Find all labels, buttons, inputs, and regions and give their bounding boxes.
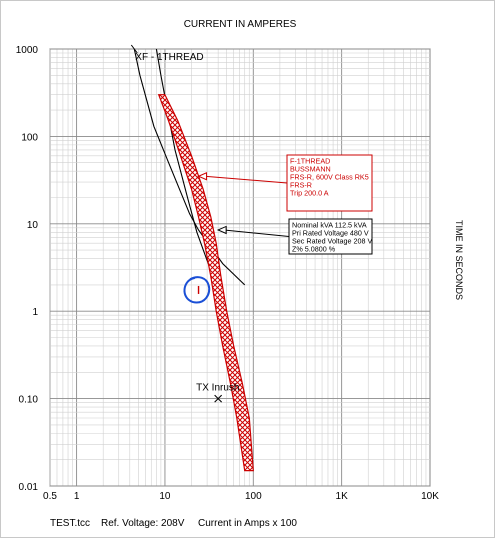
x-tick-label: 10 <box>159 491 171 502</box>
tx-inrush-label: TX Inrush <box>196 383 239 394</box>
fuse-info-box <box>286 154 373 212</box>
tick-labels: 0.5 1 10 100 1K 10K 1000 100 10 1 0.10 0.01 <box>16 45 439 502</box>
tx-inrush-marker <box>214 394 223 403</box>
markup-circle <box>183 276 211 304</box>
transformer-curve-label: XF - 1THREAD <box>135 52 203 63</box>
transformer-info-text: Nominal kVA 112.5 kVA <box>292 221 367 230</box>
x-tick-label: 1 <box>74 491 80 502</box>
transformer-label-marker <box>130 44 138 54</box>
footer-current-note: Current in Amps x 100 <box>198 518 297 529</box>
transformer-curve <box>155 48 217 286</box>
transformer-info-text: Z% 5.0800 % <box>292 245 336 254</box>
y-tick-label: 0.01 <box>19 482 39 493</box>
transformer-info-arrow <box>216 225 227 235</box>
x-tick-label: 100 <box>245 491 262 502</box>
y-tick-label: 1000 <box>16 45 39 56</box>
fuse-info-text: Trip 200.0 A <box>290 189 329 198</box>
transformer-info-text: Pri Rated Voltage 480 V <box>292 229 369 238</box>
fuse-info-arrow <box>197 171 208 181</box>
x-tick-label: 10K <box>421 491 439 502</box>
footer-ref-voltage: Ref. Voltage: 208V <box>101 518 185 529</box>
series: XF - 1THREAD TX Inrush <box>130 44 254 472</box>
chart-title: CURRENT IN AMPERES <box>184 19 297 30</box>
y-tick-label: 0.10 <box>19 395 39 406</box>
y-axis-label: TIME IN SECONDS <box>454 220 464 300</box>
footer-file: TEST.tcc <box>50 518 90 529</box>
transformer-info-text: Sec Rated Voltage 208 V <box>292 237 373 246</box>
fuse-info-text: F-1THREAD <box>290 157 330 166</box>
y-tick-label: 1 <box>32 307 38 318</box>
fuse-info-text: BUSSMANN <box>290 165 331 174</box>
y-tick-label: 10 <box>27 220 39 231</box>
transformer-info-leader <box>224 229 290 237</box>
x-tick-label: 0.5 <box>43 491 57 502</box>
transformer-info-box <box>288 218 373 255</box>
fuse-info-text: FRS-R <box>290 181 312 190</box>
fuse-info-leader <box>204 175 288 184</box>
x-tick-label: 1K <box>336 491 349 502</box>
fuse-info-text: FRS-R, 600V Class RK5 <box>290 173 369 182</box>
y-tick-label: 100 <box>21 132 38 143</box>
fuse-band <box>157 94 254 472</box>
